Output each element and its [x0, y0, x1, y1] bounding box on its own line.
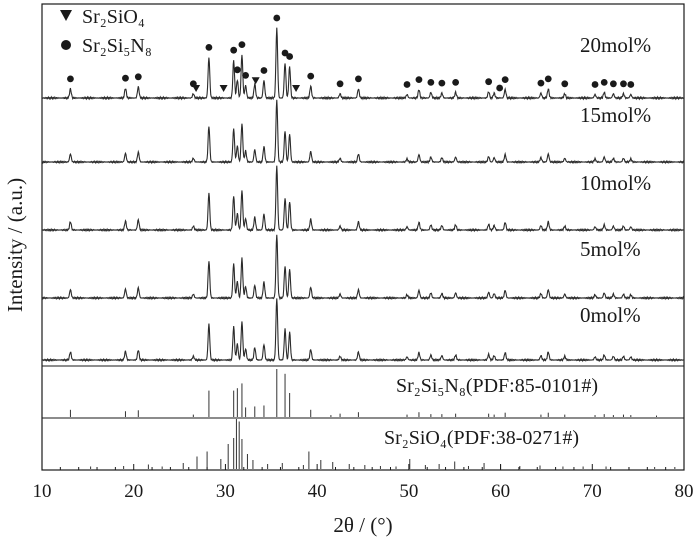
sr2si5n8-marker: [242, 72, 250, 79]
sr2sio4-marker: [219, 85, 228, 92]
x-tick-label: 20: [124, 481, 143, 502]
sr2sio4-marker: [251, 77, 260, 85]
series-label-10molpct: 10mol%: [580, 171, 651, 195]
sr2si5n8-marker: [501, 76, 509, 83]
x-tick-label: 60: [491, 481, 510, 502]
legend-label-sr2si5n8: Sr₂Si₅N₈: [82, 35, 152, 57]
series-label-0molpct: 0mol%: [580, 303, 641, 327]
sr2si5n8-marker: [609, 80, 617, 88]
sr2si5n8-marker: [561, 80, 569, 88]
sr2si5n8-marker: [230, 46, 238, 54]
sr2si5n8-marker: [286, 53, 294, 60]
sr2si5n8-marker: [281, 49, 289, 57]
sr2si5n8-marker: [427, 79, 435, 86]
sr2si5n8-marker: [403, 81, 411, 88]
x-tick-label: 10: [33, 481, 52, 502]
sr2sio4-marker: [292, 85, 301, 92]
sr2si5n8-marker: [355, 75, 362, 83]
series-labels-group: 20mol% 15mol% 10mol% 5mol% 0mol%: [580, 33, 651, 327]
sr2si5n8-marker: [260, 67, 268, 74]
x-tick-label: 70: [583, 481, 602, 502]
sr2si5n8-marker: [544, 75, 552, 83]
legend-label-sr2sio4: Sr₂SiO₄: [82, 6, 145, 28]
xrd-trace-15molpct: [41, 99, 685, 165]
ref-label-sr2si5n8: Sr₂Si₅N₈(PDF:85-0101#): [396, 375, 598, 397]
sr2si5n8-marker: [537, 79, 545, 87]
sr2si5n8-marker: [134, 73, 142, 81]
xrd-trace-10molpct: [41, 165, 685, 233]
y-axis-title: Intensity / (a.u.): [3, 178, 27, 312]
series-label-20molpct: 20mol%: [580, 33, 651, 57]
sr2si5n8-marker: [485, 78, 493, 86]
sr2si5n8-marker: [438, 79, 446, 87]
x-tick-label: 30: [216, 481, 235, 502]
sr2si5n8-marker: [273, 14, 281, 22]
x-axis-title: 2θ / (°): [333, 513, 392, 537]
plot-frame: [41, 3, 685, 471]
xrd-trace-5molpct: [41, 234, 685, 301]
x-tick-label: 40: [308, 481, 327, 502]
sr2si5n8-marker: [496, 84, 504, 92]
series-label-5molpct: 5mol%: [580, 237, 641, 261]
triangle-marker-icon: [60, 10, 72, 21]
sr2si5n8-marker: [238, 41, 246, 48]
circle-marker-icon: [61, 40, 71, 50]
legend: Sr₂SiO₄ Sr₂Si₅N₈: [60, 6, 152, 57]
sr2sio4-marker: [192, 84, 201, 92]
sr2si5n8-marker: [307, 72, 315, 80]
sr2si5n8-marker: [415, 76, 423, 83]
sr2si5n8-marker: [205, 44, 213, 51]
sr2si5n8-marker: [627, 81, 635, 88]
sr2si5n8-marker: [600, 79, 608, 86]
reference-patterns-group: [69, 369, 676, 469]
series-label-15molpct: 15mol%: [580, 103, 651, 127]
xrd-trace-0molpct: [41, 298, 685, 363]
phase-markers-group: [67, 14, 635, 92]
x-axis-ticks: 10 20 30 40 50 60 70 80: [33, 464, 694, 502]
ref-label-sr2sio4: Sr₂SiO₄(PDF:38-0271#): [384, 427, 579, 449]
sr2si5n8-marker: [452, 79, 460, 86]
sr2si5n8-marker: [620, 80, 627, 88]
sr2si5n8-marker: [591, 81, 599, 88]
xrd-trace-20molpct: [41, 27, 685, 101]
x-tick-label: 50: [399, 481, 418, 502]
sr2si5n8-marker: [233, 66, 241, 74]
sr2si5n8-marker: [122, 74, 129, 82]
traces-group: [41, 27, 685, 363]
sr2si5n8-marker: [67, 75, 74, 83]
x-tick-label: 80: [675, 481, 694, 502]
sr2si5n8-marker: [336, 80, 344, 88]
